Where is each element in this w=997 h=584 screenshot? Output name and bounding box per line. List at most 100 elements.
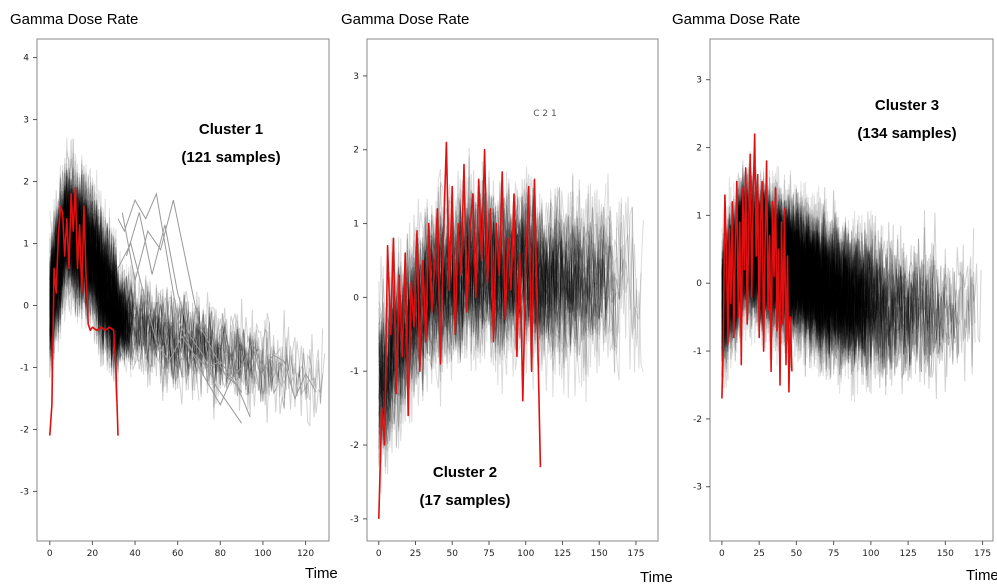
x-tick-label: 40 xyxy=(129,549,141,559)
y-tick-label: 3 xyxy=(696,76,702,86)
x-tick-label: 175 xyxy=(627,549,644,559)
sample-trace xyxy=(49,198,119,350)
sample-trace xyxy=(49,193,123,341)
sample-trace xyxy=(49,182,123,354)
outlier-trace xyxy=(117,192,317,406)
sample-trace xyxy=(49,174,130,337)
y-tick-label: -2 xyxy=(350,441,359,451)
sample-trace xyxy=(721,195,855,370)
sample-trace xyxy=(378,180,558,391)
sample-trace xyxy=(49,167,270,405)
sample-trace xyxy=(49,160,127,345)
sample-trace xyxy=(378,183,607,452)
sample-trace xyxy=(721,184,863,367)
sample-trace xyxy=(49,185,287,402)
sample-trace xyxy=(49,184,119,356)
x-tick-label: 75 xyxy=(483,549,494,559)
sample-trace xyxy=(721,193,912,388)
sample-trace xyxy=(721,209,864,358)
y-tick-label: 1 xyxy=(696,211,702,221)
sample-trace xyxy=(49,183,130,356)
sample-trace xyxy=(378,166,578,414)
sample-trace xyxy=(721,191,864,385)
x-tick-label: 100 xyxy=(517,549,534,559)
sample-trace xyxy=(49,185,123,381)
sample-trace xyxy=(721,185,811,344)
sample-trace xyxy=(49,176,119,325)
y-tick-label: -3 xyxy=(350,515,359,525)
sample-trace xyxy=(378,172,613,455)
x-tick-label: 125 xyxy=(900,549,917,559)
sample-trace xyxy=(49,169,324,418)
sample-trace xyxy=(49,200,127,354)
sample-trace xyxy=(721,170,884,403)
sample-trace xyxy=(378,180,620,421)
axis-ticks-3: 0 25 50 75 100 125 150 175 -3 -2 -1 0 1 2 3 xyxy=(693,76,991,559)
x-tick-label: 75 xyxy=(828,549,839,559)
x-axis-label-3: Time xyxy=(966,567,997,584)
x-tick-label: 25 xyxy=(753,549,764,559)
sample-trace xyxy=(49,197,132,378)
plot-frame-2 xyxy=(366,38,659,542)
x-tick-label: 150 xyxy=(591,549,608,559)
sample-trace xyxy=(49,191,130,367)
sample-trace xyxy=(378,199,580,449)
sample-trace xyxy=(378,224,580,429)
sample-trace xyxy=(49,180,130,343)
sample-trace xyxy=(721,198,957,378)
y-axis-label-2: Gamma Dose Rate xyxy=(341,11,469,28)
sample-trace xyxy=(49,169,119,356)
sample-trace xyxy=(721,204,863,356)
sample-trace xyxy=(721,185,879,377)
sample-trace xyxy=(49,181,130,349)
x-tick-label: 0 xyxy=(47,549,53,559)
y-tick-label: 1 xyxy=(23,240,29,250)
sample-trace xyxy=(49,185,132,373)
faint-annotation-2: C 2 1 xyxy=(533,109,556,119)
plot-area-1 xyxy=(49,137,326,436)
sample-trace xyxy=(49,138,134,368)
sample-trace xyxy=(721,184,915,375)
sample-trace xyxy=(49,165,253,385)
sample-trace xyxy=(721,181,812,332)
sample-trace xyxy=(721,179,891,356)
y-tick-label: -3 xyxy=(693,483,702,493)
sample-trace xyxy=(49,139,202,401)
sample-trace xyxy=(49,182,127,346)
sample-trace xyxy=(49,174,130,333)
x-tick-label: 175 xyxy=(974,549,991,559)
x-tick-label: 20 xyxy=(87,549,99,559)
x-axis-label-1: Time xyxy=(305,565,338,582)
sample-trace xyxy=(49,189,123,356)
sample-trace xyxy=(49,187,123,372)
sample-trace xyxy=(49,184,134,365)
sample-trace xyxy=(49,196,130,360)
sample-trace xyxy=(49,205,132,354)
sample-trace xyxy=(378,191,609,420)
sample-trace xyxy=(49,198,125,329)
sample-trace xyxy=(721,177,876,385)
x-tick-label: 100 xyxy=(862,549,879,559)
sample-trace xyxy=(49,172,132,367)
sample-trace xyxy=(721,210,851,357)
sample-trace xyxy=(49,169,121,361)
outlier-series-1 xyxy=(117,192,317,424)
sample-trace xyxy=(49,208,123,345)
x-tick-label: 0 xyxy=(719,549,725,559)
sample-trace xyxy=(49,189,134,354)
x-tick-label: 80 xyxy=(215,549,227,559)
y-tick-label: 3 xyxy=(23,116,29,126)
sample-trace xyxy=(49,172,319,397)
sample-trace xyxy=(49,178,130,351)
plot-area-2 xyxy=(378,141,644,519)
axis-ticks-2: 0 25 50 75 100 125 150 175 -3 -2 -1 0 1 2 3 xyxy=(350,72,645,559)
sample-trace xyxy=(378,183,583,494)
x-tick-label: 25 xyxy=(410,549,421,559)
y-tick-label: -3 xyxy=(20,487,29,497)
sample-trace xyxy=(49,198,127,340)
sample-trace xyxy=(49,179,123,347)
sample-trace xyxy=(49,194,125,361)
chart-panel-1: Gamma Dose Rate 0 20 40 60 80 100 120 -3 -2 -1 0 1 2… xyxy=(10,11,338,582)
sample-trace xyxy=(49,184,125,356)
sample-trace xyxy=(49,190,132,380)
